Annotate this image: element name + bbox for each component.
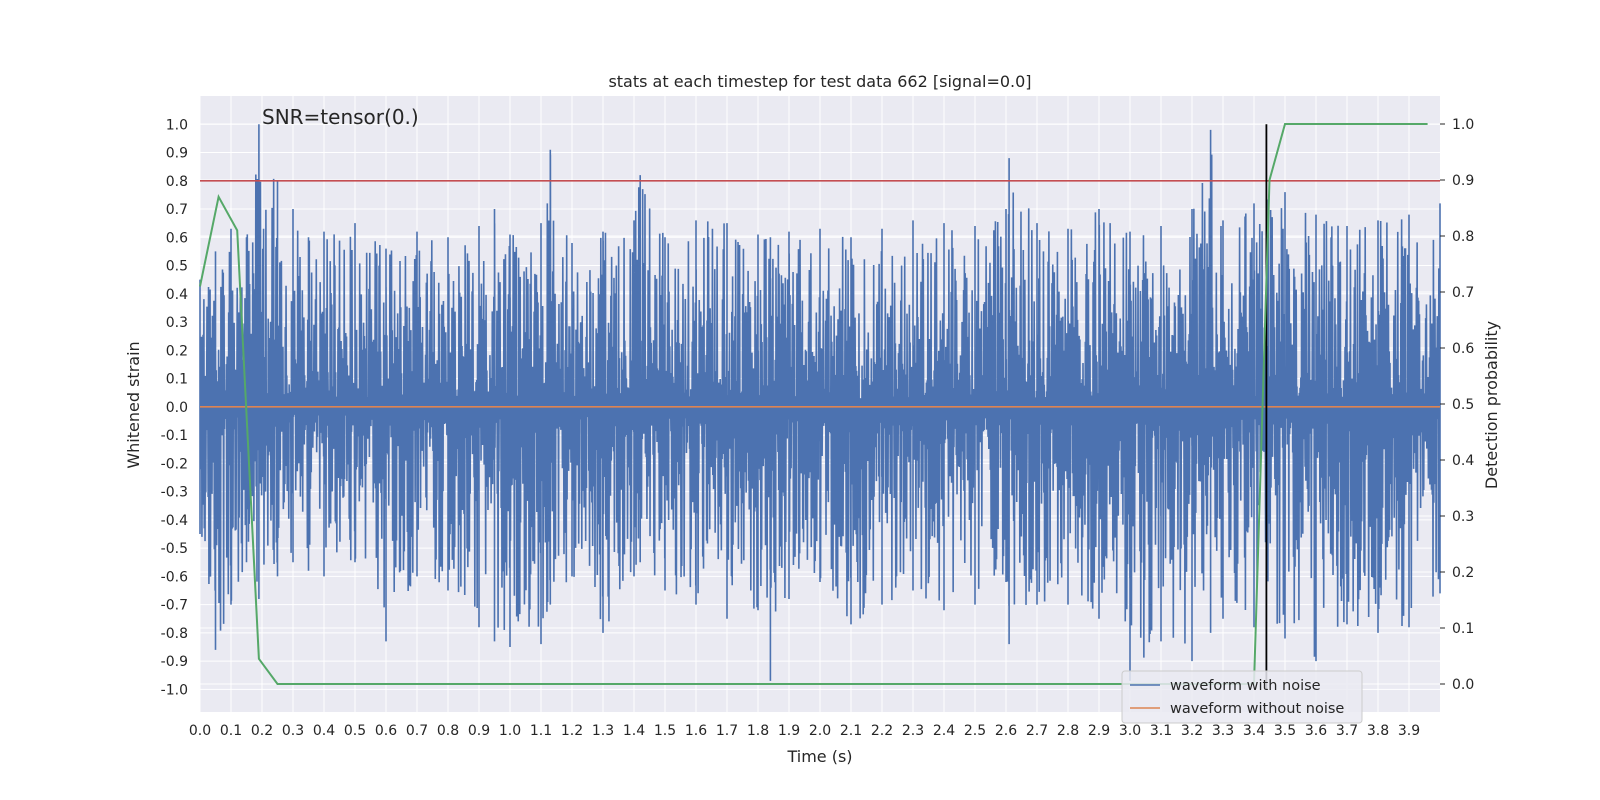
x-tick-label: 0.5 xyxy=(344,723,366,739)
y-tick-label: -0.7 xyxy=(161,598,188,614)
y-tick-label: 0.4 xyxy=(166,287,188,303)
series-waveform-with-noise xyxy=(199,124,1441,681)
y-tick-label: 0.1 xyxy=(166,372,188,388)
y2-tick-label: 0.4 xyxy=(1452,453,1474,469)
x-tick-label: 3.5 xyxy=(1274,723,1296,739)
x-tick-label: 2.4 xyxy=(933,723,955,739)
x-tick-label: 2.9 xyxy=(1088,723,1110,739)
x-tick-label: 2.1 xyxy=(840,723,862,739)
y2-tick-label: 0.5 xyxy=(1452,397,1474,413)
y-tick-label: -0.5 xyxy=(161,541,188,557)
overlay-lines xyxy=(199,123,1440,690)
x-tick-label: 3.2 xyxy=(1181,723,1203,739)
x-tick-label: 0.6 xyxy=(375,723,397,739)
x-tick-label: 2.5 xyxy=(964,723,986,739)
x-tick-label: 3.7 xyxy=(1336,723,1358,739)
x-tick-label: 1.4 xyxy=(623,723,645,739)
x-tick-label: 2.6 xyxy=(995,723,1017,739)
chart-title: stats at each timestep for test data 662… xyxy=(608,72,1031,91)
y-tick-label: 0.3 xyxy=(166,315,188,331)
y-tick-label: -0.6 xyxy=(161,569,188,585)
y2-tick-label: 0.3 xyxy=(1452,509,1474,525)
y-tick-label: 0.2 xyxy=(166,343,188,359)
legend: waveform with noise waveform without noi… xyxy=(1121,670,1363,724)
y-tick-label: 0.7 xyxy=(166,202,188,218)
noise-waveform xyxy=(199,124,1441,681)
x-tick-label: 0.9 xyxy=(468,723,490,739)
x-tick-label: 0.1 xyxy=(220,723,242,739)
snr-annotation: SNR=tensor(0.) xyxy=(262,105,419,129)
y-tick-label: -0.8 xyxy=(161,626,188,642)
x-tick-label: 1.8 xyxy=(747,723,769,739)
y2-tick-label: 0.1 xyxy=(1452,621,1474,637)
x-tick-label: 2.8 xyxy=(1057,723,1079,739)
y2-tick-label: 0.8 xyxy=(1452,229,1474,245)
y-tick-label: 1.0 xyxy=(166,117,188,133)
x-tick-label: 1.9 xyxy=(778,723,800,739)
legend-label-noise: waveform with noise xyxy=(1170,678,1321,694)
y2-axis-label: Detection probability xyxy=(1482,321,1501,489)
x-tick-label: 3.4 xyxy=(1243,723,1265,739)
x-tick-label: 2.7 xyxy=(1026,723,1048,739)
x-tick-label: 0.0 xyxy=(189,723,211,739)
y-tick-label: -0.1 xyxy=(161,428,188,444)
y-tick-label: 0.5 xyxy=(166,259,188,275)
x-tick-label: 1.0 xyxy=(499,723,521,739)
x-tick-label: 1.7 xyxy=(716,723,738,739)
x-tick-label: 1.2 xyxy=(561,723,583,739)
x-tick-label: 3.8 xyxy=(1367,723,1389,739)
y-tick-label: -0.4 xyxy=(161,513,188,529)
y-tick-label: -1.0 xyxy=(161,682,188,698)
x-tick-label: 1.3 xyxy=(592,723,614,739)
x-tick-label: 1.6 xyxy=(685,723,707,739)
x-tick-label: 2.3 xyxy=(902,723,924,739)
x-tick-label: 0.3 xyxy=(282,723,304,739)
x-tick-label: 3.3 xyxy=(1212,723,1234,739)
y2-tick-label: 0.0 xyxy=(1452,677,1474,693)
y-axis-label: Whitened strain xyxy=(124,341,143,468)
y-tick-label: 0.9 xyxy=(166,146,188,162)
x-tick-label: 1.5 xyxy=(654,723,676,739)
y-tick-label: -0.9 xyxy=(161,654,188,670)
x-tick-label: 1.1 xyxy=(530,723,552,739)
y2-tick-label: 0.2 xyxy=(1452,565,1474,581)
y-tick-label: 0.0 xyxy=(166,400,188,416)
x-tick-label: 0.7 xyxy=(406,723,428,739)
legend-label-clean: waveform without noise xyxy=(1170,701,1344,717)
x-tick-label: 3.1 xyxy=(1150,723,1172,739)
tick-labels: 0.0 0.1 0.2 0.3 0.4 0.5 0.6 0.7 0.8 0.9 1.0 1.1 1.2 1… xyxy=(161,117,1475,739)
y2-tick-label: 0.9 xyxy=(1452,173,1474,189)
x-tick-label: 0.8 xyxy=(437,723,459,739)
x-tick-label: 3.6 xyxy=(1305,723,1327,739)
x-tick-label: 0.2 xyxy=(251,723,273,739)
x-tick-label: 2.0 xyxy=(809,723,831,739)
y-tick-label: 0.8 xyxy=(166,174,188,190)
y2-tick-label: 0.7 xyxy=(1452,285,1474,301)
x-tick-label: 0.4 xyxy=(313,723,335,739)
legend-box xyxy=(1121,670,1363,724)
x-axis-label: Time (s) xyxy=(786,747,852,766)
y-tick-label: -0.3 xyxy=(161,485,188,501)
y2-tick-label: 1.0 xyxy=(1452,117,1474,133)
x-tick-label: 3.9 xyxy=(1398,723,1420,739)
series-detection-probability xyxy=(199,123,1428,685)
x-tick-label: 3.0 xyxy=(1119,723,1141,739)
x-tick-label: 2.2 xyxy=(871,723,893,739)
y-tick-label: -0.2 xyxy=(161,456,188,472)
y-tick-label: 0.6 xyxy=(166,230,188,246)
y2-tick-label: 0.6 xyxy=(1452,341,1474,357)
